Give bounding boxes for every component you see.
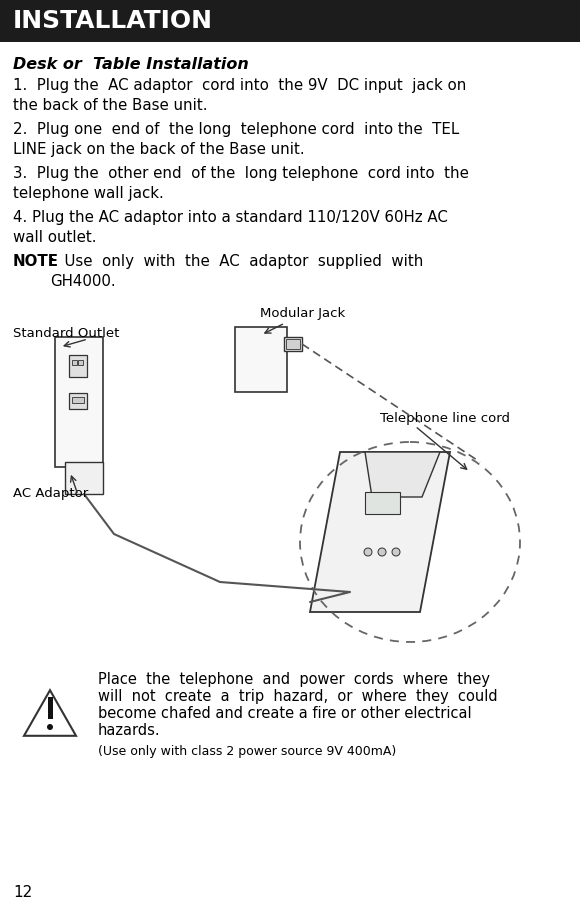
Text: Place  the  telephone  and  power  cords  where  they: Place the telephone and power cords wher…: [98, 672, 490, 687]
Circle shape: [364, 548, 372, 556]
Text: INSTALLATION: INSTALLATION: [13, 9, 213, 33]
Circle shape: [47, 724, 53, 730]
Text: Standard Outlet: Standard Outlet: [13, 327, 119, 340]
Circle shape: [378, 548, 386, 556]
Text: :  Use  only  with  the  AC  adaptor  supplied  with
GH4000.: : Use only with the AC adaptor supplied …: [50, 254, 423, 289]
Text: (Use only with class 2 power source 9V 400mA): (Use only with class 2 power source 9V 4…: [98, 745, 396, 758]
Text: 3.  Plug the  other end  of the  long telephone  cord into  the
telephone wall j: 3. Plug the other end of the long teleph…: [13, 166, 469, 201]
Bar: [48, 697, 53, 719]
Text: 12: 12: [13, 885, 32, 900]
Text: Telephone line cord: Telephone line cord: [380, 412, 510, 425]
Bar: [72, 360, 77, 365]
Bar: [72, 397, 84, 403]
FancyBboxPatch shape: [69, 393, 87, 409]
Bar: [55, 337, 103, 467]
Bar: [284, 337, 302, 351]
Bar: [78, 360, 83, 365]
Bar: [235, 327, 287, 392]
Polygon shape: [365, 452, 440, 497]
Polygon shape: [24, 690, 76, 736]
Circle shape: [392, 548, 400, 556]
Bar: [286, 339, 300, 349]
Bar: [365, 492, 400, 514]
Text: NOTE: NOTE: [13, 254, 59, 269]
Text: 4. Plug the AC adaptor into a standard 110/120V 60Hz AC
wall outlet.: 4. Plug the AC adaptor into a standard 1…: [13, 210, 448, 245]
Text: 2.  Plug one  end of  the long  telephone cord  into the  TEL
LINE jack on the b: 2. Plug one end of the long telephone co…: [13, 122, 459, 157]
FancyBboxPatch shape: [69, 355, 87, 377]
Text: become chafed and create a fire or other electrical: become chafed and create a fire or other…: [98, 706, 472, 721]
Text: 1.  Plug the  AC adaptor  cord into  the 9V  DC input  jack on
the back of the B: 1. Plug the AC adaptor cord into the 9V …: [13, 78, 466, 113]
Bar: [0, 0, 580, 42]
Text: AC Adaptor: AC Adaptor: [13, 487, 88, 500]
Text: will  not  create  a  trip  hazard,  or  where  they  could: will not create a trip hazard, or where …: [98, 689, 498, 704]
FancyBboxPatch shape: [65, 462, 103, 494]
Polygon shape: [310, 452, 450, 612]
Text: Modular Jack: Modular Jack: [260, 307, 345, 320]
Text: Desk or  Table Installation: Desk or Table Installation: [13, 57, 249, 72]
Text: hazards.: hazards.: [98, 723, 161, 738]
